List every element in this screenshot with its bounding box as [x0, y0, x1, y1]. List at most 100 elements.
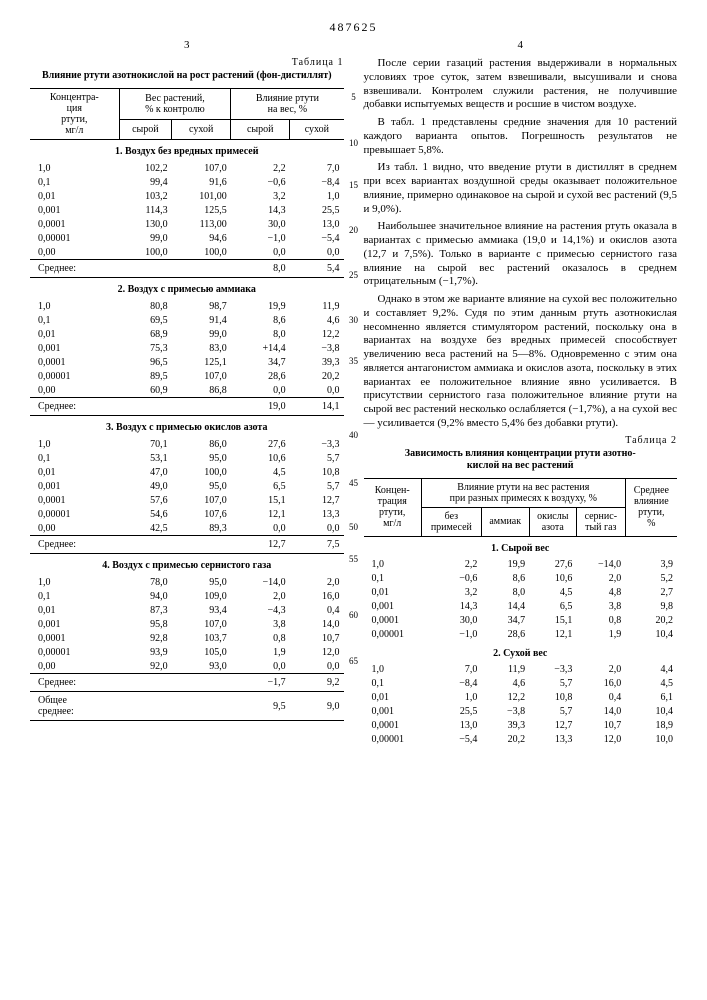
cell: 95,0 — [172, 451, 231, 465]
table-row: 0,000192,8103,70,810,7 — [30, 631, 344, 645]
table-row: 1,0102,2107,02,27,0 — [30, 161, 344, 175]
table2-section-title: 1. Сырой вес — [364, 536, 678, 558]
cell: 0,0 — [290, 521, 344, 536]
cell: 6,1 — [625, 691, 677, 705]
table1-title: Влияние ртути азотнокислой на рост расте… — [30, 70, 344, 82]
cell: 0,00 — [30, 521, 119, 536]
cell: 75,3 — [119, 341, 172, 355]
t2-c3: окислыазота — [529, 507, 576, 536]
cell: 0,00001 — [364, 733, 422, 747]
line-number: 30 — [347, 315, 361, 325]
cell: 91,4 — [172, 313, 231, 327]
cell: 0,01 — [30, 465, 119, 479]
cell: 39,3 — [481, 719, 529, 733]
table-row: 0,0000199,094,6−1,0−5,4 — [30, 231, 344, 245]
cell: 2,2 — [231, 161, 290, 175]
cell: 1,0 — [364, 558, 422, 572]
table-row: 1,07,011,9−3,32,04,4 — [364, 663, 678, 677]
line-number: 60 — [347, 610, 361, 620]
table-row: 1,070,186,027,6−3,3 — [30, 437, 344, 451]
cell: 12,1 — [231, 507, 290, 521]
cell: −3,3 — [290, 437, 344, 451]
cell: 86,0 — [172, 437, 231, 451]
cell: 0,1 — [30, 175, 119, 189]
grand-mean-cell — [172, 692, 231, 721]
table-row: 0,00100,0100,00,00,0 — [30, 245, 344, 260]
cell: 6,5 — [529, 600, 576, 614]
cell: 4,6 — [290, 313, 344, 327]
cell: 5,7 — [529, 677, 576, 691]
cell: 30,0 — [231, 217, 290, 231]
mean-cell: 12,7 — [231, 536, 290, 554]
cell: 18,9 — [625, 719, 677, 733]
cell: 19,9 — [481, 558, 529, 572]
line-number: 45 — [347, 478, 361, 488]
cell: 0,001 — [30, 617, 119, 631]
cell: 0,00 — [30, 245, 119, 260]
cell: 20,2 — [625, 614, 677, 628]
col-num-right: 4 — [364, 39, 678, 51]
line-number: 35 — [347, 356, 361, 366]
left-column: 3 Таблица 1 Влияние ртути азотнокислой н… — [30, 39, 344, 747]
t2-group: Влияние ртути на вес растенияпри разных … — [421, 478, 625, 507]
cell: 49,0 — [119, 479, 172, 493]
grand-mean-cell: 9,0 — [290, 692, 344, 721]
doc-number: 487625 — [30, 20, 677, 35]
cell: 15,1 — [529, 614, 576, 628]
line-number: 10 — [347, 138, 361, 148]
line-number: 5 — [347, 92, 361, 102]
cell: 0,01 — [30, 327, 119, 341]
cell: 14,0 — [290, 617, 344, 631]
line-number: 20 — [347, 225, 361, 235]
table-row: 0,00125,5−3,85,714,010,4 — [364, 705, 678, 719]
mean-cell — [172, 398, 231, 416]
cell: −3,8 — [290, 341, 344, 355]
cell: 15,1 — [231, 493, 290, 507]
cell: 2,0 — [290, 575, 344, 589]
line-number: 50 — [347, 522, 361, 532]
cell: 39,3 — [290, 355, 344, 369]
cell: 0,001 — [30, 203, 119, 217]
line-number: 65 — [347, 656, 361, 666]
cell: 105,0 — [172, 645, 231, 659]
t2-c1: безпримесей — [421, 507, 481, 536]
cell: 89,5 — [119, 369, 172, 383]
cell: 12,0 — [576, 733, 625, 747]
cell: 0,0 — [231, 521, 290, 536]
table-row: 0,001114,3125,514,325,5 — [30, 203, 344, 217]
th-raw1: сырой — [119, 120, 172, 140]
cell: 10,7 — [576, 719, 625, 733]
th-effect: Влияние ртутина вес, % — [231, 89, 344, 120]
table1-section-title: 3. Воздух с примесью окислов азота — [30, 416, 344, 438]
table-row: 0,00195,8107,03,814,0 — [30, 617, 344, 631]
table-row: 0,0187,393,4−4,30,4 — [30, 603, 344, 617]
cell: 12,2 — [481, 691, 529, 705]
table2-section-title: 2. Сухой вес — [364, 642, 678, 663]
cell: 12,7 — [529, 719, 576, 733]
line-number: 55 — [347, 554, 361, 564]
cell: 28,6 — [231, 369, 290, 383]
cell: 0,001 — [364, 600, 422, 614]
cell: 107,0 — [172, 369, 231, 383]
cell: −14,0 — [231, 575, 290, 589]
cell: 20,2 — [481, 733, 529, 747]
cell: 0,00001 — [30, 507, 119, 521]
cell: 13,3 — [290, 507, 344, 521]
cell: 14,3 — [231, 203, 290, 217]
cell: 14,0 — [576, 705, 625, 719]
cell: 1,0 — [30, 575, 119, 589]
table-row: 0,00149,095,06,55,7 — [30, 479, 344, 493]
cell: 93,9 — [119, 645, 172, 659]
cell: 13,0 — [290, 217, 344, 231]
cell: 103,2 — [119, 189, 172, 203]
table-row: 0,0000193,9105,01,912,0 — [30, 645, 344, 659]
table-row: 1,02,219,927,6−14,03,9 — [364, 558, 678, 572]
cell: 107,0 — [172, 617, 231, 631]
cell: −0,6 — [421, 572, 481, 586]
cell: 130,0 — [119, 217, 172, 231]
cell: 1,9 — [231, 645, 290, 659]
cell: 20,2 — [290, 369, 344, 383]
cell: −1,0 — [231, 231, 290, 245]
cell: −8,4 — [290, 175, 344, 189]
cell: 0,0001 — [30, 217, 119, 231]
